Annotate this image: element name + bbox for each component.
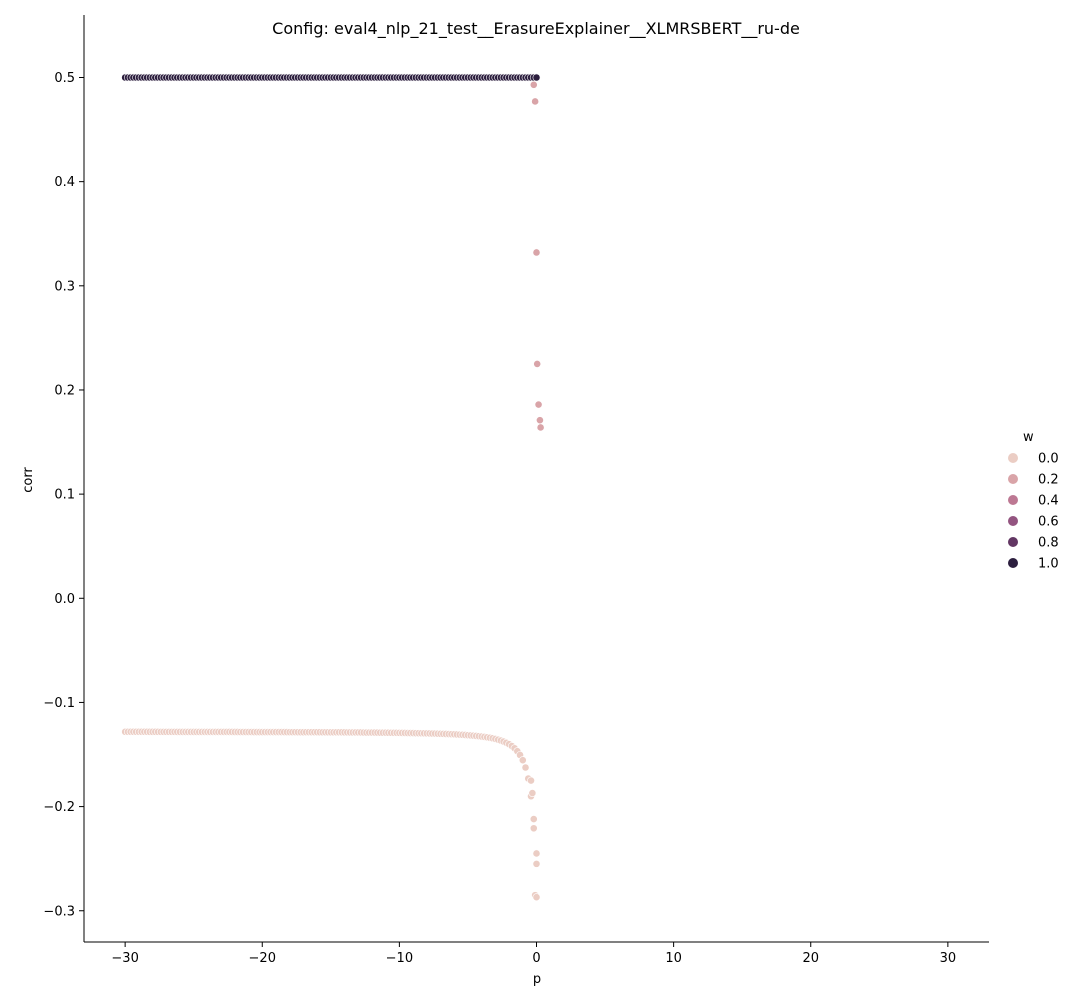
y-tick-label: 0.3 — [54, 279, 75, 294]
legend: w 0.0 0.2 0.4 0.6 0.8 1.0 — [1008, 430, 1059, 572]
legend-label: 0.0 — [1038, 452, 1059, 467]
data-point — [536, 423, 545, 432]
series-w-0 — [121, 727, 541, 858]
data-point — [532, 248, 541, 257]
y-tick-label: −0.2 — [43, 800, 75, 815]
series-w-1 — [121, 73, 541, 82]
legend-entry: 1.0 — [1008, 557, 1059, 572]
data-point — [534, 400, 543, 409]
legend-marker — [1008, 516, 1018, 526]
data-point — [532, 849, 541, 858]
y-axis: −0.3 −0.2 −0.1 0.0 0.1 0.2 0.3 0.4 0.5 — [43, 15, 85, 942]
y-tick-label: −0.3 — [43, 904, 75, 919]
y-axis-label: corr — [21, 467, 36, 493]
legend-label: 0.8 — [1038, 536, 1059, 551]
data-point — [536, 416, 544, 425]
x-tick-label: 10 — [665, 951, 682, 966]
plot-points — [121, 73, 545, 902]
y-tick-label: 0.0 — [54, 592, 75, 607]
legend-entry: 0.8 — [1008, 536, 1059, 551]
y-tick-label: 0.2 — [54, 383, 75, 398]
legend-marker — [1008, 495, 1018, 505]
data-point — [518, 756, 527, 765]
legend-entry: 0.0 — [1008, 452, 1059, 467]
legend-label: 1.0 — [1038, 557, 1059, 572]
data-point — [529, 80, 538, 89]
legend-marker — [1008, 474, 1018, 484]
legend-label: 0.2 — [1038, 473, 1059, 488]
legend-title: w — [1023, 430, 1034, 445]
legend-entry: 0.6 — [1008, 515, 1059, 530]
near-zero-points — [527, 80, 545, 902]
data-point — [529, 815, 538, 823]
x-tick-label: 30 — [940, 951, 957, 966]
data-point — [532, 893, 541, 902]
x-axis: −30 −20 −10 0 10 20 30 — [84, 941, 989, 966]
legend-entry: 0.2 — [1008, 473, 1059, 488]
data-point — [528, 789, 537, 797]
x-tick-label: 20 — [802, 951, 819, 966]
x-tick-label: −10 — [386, 951, 413, 966]
data-point — [531, 97, 540, 106]
data-point — [532, 859, 541, 868]
y-tick-label: 0.1 — [54, 488, 75, 503]
legend-label: 0.4 — [1038, 494, 1059, 509]
legend-label: 0.6 — [1038, 515, 1059, 530]
data-point — [533, 360, 542, 368]
legend-marker — [1008, 537, 1018, 547]
x-tick-label: 0 — [532, 951, 540, 966]
chart-title: Config: eval4_nlp_21_test__ErasureExplai… — [272, 19, 800, 39]
legend-marker — [1008, 453, 1018, 463]
data-point — [529, 824, 538, 833]
data-point — [532, 73, 541, 82]
y-tick-label: 0.5 — [54, 71, 75, 86]
y-tick-label: 0.4 — [54, 175, 75, 190]
y-tick-label: −0.1 — [43, 696, 75, 711]
x-tick-label: −30 — [111, 951, 138, 966]
data-point — [527, 776, 535, 785]
legend-marker — [1008, 558, 1018, 568]
x-tick-label: −20 — [249, 951, 276, 966]
x-axis-label: p — [533, 972, 541, 987]
data-point — [521, 763, 530, 772]
legend-entry: 0.4 — [1008, 494, 1059, 509]
